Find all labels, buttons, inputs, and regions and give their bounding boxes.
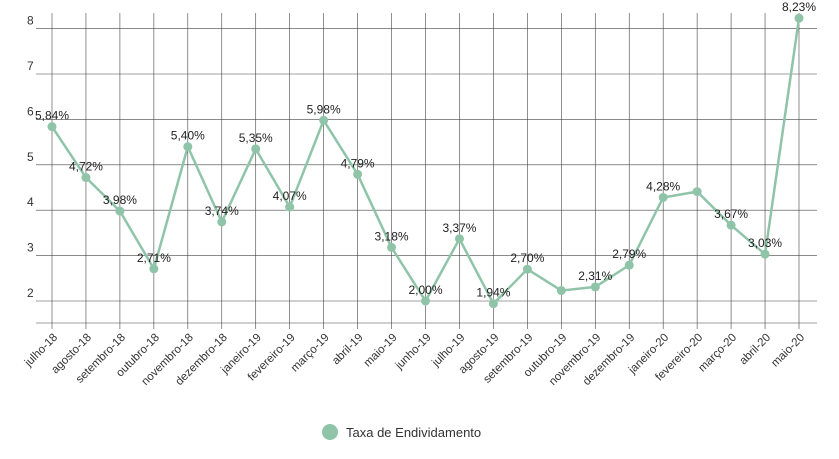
data-point bbox=[454, 234, 464, 244]
data-point bbox=[556, 286, 566, 296]
data-point bbox=[794, 13, 804, 23]
data-point bbox=[590, 282, 600, 292]
data-label: 5,35% bbox=[239, 131, 273, 145]
data-point bbox=[81, 173, 91, 183]
data-label: 5,40% bbox=[171, 129, 205, 143]
data-point bbox=[760, 249, 770, 259]
legend-label: Taxa de Endividamento bbox=[346, 424, 482, 440]
y-tick-label: 6 bbox=[27, 104, 34, 118]
data-label: 2,79% bbox=[612, 247, 646, 261]
data-label: 3,74% bbox=[205, 204, 239, 218]
y-tick-label: 3 bbox=[27, 241, 34, 255]
x-tick-label: abril-20 bbox=[738, 332, 774, 368]
data-point bbox=[624, 260, 634, 270]
data-label: 4,07% bbox=[273, 189, 307, 203]
data-label: 3,37% bbox=[442, 221, 476, 235]
data-point bbox=[726, 220, 736, 230]
data-label: 5,84% bbox=[35, 109, 69, 123]
y-tick-label: 7 bbox=[27, 59, 34, 73]
data-point bbox=[149, 264, 159, 274]
data-label: 1,94% bbox=[476, 286, 510, 300]
legend-swatch bbox=[322, 424, 338, 440]
data-label: 8,23% bbox=[782, 0, 816, 14]
chart-legend: Taxa de Endividamento bbox=[322, 424, 481, 440]
data-point bbox=[183, 142, 193, 152]
data-point bbox=[319, 115, 329, 125]
data-point bbox=[251, 144, 261, 154]
data-point bbox=[387, 242, 397, 252]
data-label: 2,71% bbox=[137, 251, 171, 265]
data-label: 2,31% bbox=[578, 269, 612, 283]
data-label: 4,28% bbox=[646, 179, 680, 193]
data-label: 5,98% bbox=[307, 102, 341, 116]
data-label: 3,18% bbox=[375, 229, 409, 243]
data-point bbox=[658, 192, 668, 202]
data-point bbox=[353, 169, 363, 179]
data-label: 2,00% bbox=[408, 283, 442, 297]
data-point bbox=[47, 122, 57, 132]
x-tick-label: junho-19 bbox=[393, 332, 434, 373]
y-tick-label: 8 bbox=[27, 14, 34, 28]
data-point bbox=[421, 296, 430, 306]
data-point bbox=[285, 202, 295, 212]
data-point bbox=[217, 217, 227, 227]
y-tick-label: 5 bbox=[27, 150, 34, 164]
data-label: 4,72% bbox=[69, 160, 103, 174]
data-label: 2,70% bbox=[510, 251, 544, 265]
x-tick-label: maio-20 bbox=[769, 332, 807, 370]
data-point bbox=[488, 299, 498, 309]
y-tick-label: 4 bbox=[27, 195, 34, 209]
data-label: 3,67% bbox=[714, 207, 748, 221]
data-label: 4,79% bbox=[341, 156, 375, 170]
data-point bbox=[115, 206, 125, 216]
data-point bbox=[522, 264, 532, 274]
data-point bbox=[692, 187, 702, 197]
data-label: 3,03% bbox=[748, 236, 782, 250]
x-tick-label: abril-19 bbox=[330, 332, 366, 368]
y-tick-label: 2 bbox=[27, 286, 34, 300]
data-label: 3,98% bbox=[103, 193, 137, 207]
